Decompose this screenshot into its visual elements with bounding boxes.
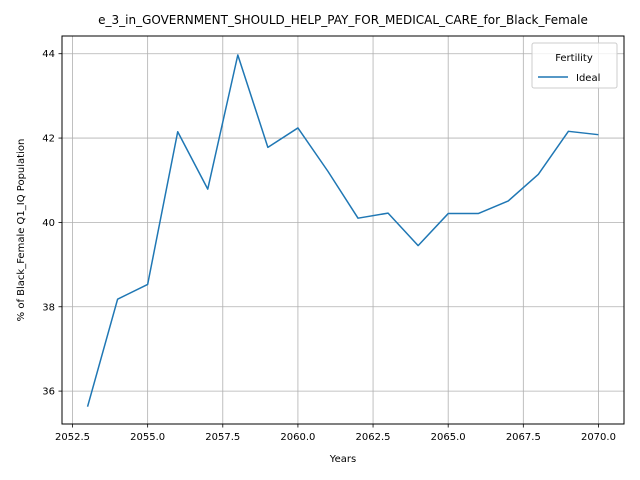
x-tick-label: 2062.5 — [356, 432, 391, 443]
y-tick-label: 38 — [42, 302, 55, 313]
x-tick-label: 2057.5 — [205, 432, 240, 443]
plot-area-frame — [61, 35, 625, 425]
legend: Fertility Ideal — [531, 42, 618, 89]
y-axis-ticks: 36 38 40 42 44 — [42, 49, 62, 398]
x-tick-label: 2055.0 — [130, 432, 165, 443]
x-tick-label: 2060.0 — [280, 432, 315, 443]
x-tick-label: 2070.0 — [581, 432, 616, 443]
legend-title: Fertility — [555, 53, 593, 64]
y-axis-label: % of Black_Female Q1_IQ Population — [16, 139, 27, 322]
y-tick-label: 44 — [42, 49, 55, 60]
x-axis-label: Years — [329, 454, 356, 465]
series-layer — [86, 54, 599, 407]
series-line-ideal — [86, 54, 599, 407]
x-tick-label: 2065.0 — [431, 432, 466, 443]
y-tick-label: 36 — [42, 387, 55, 398]
x-axis-ticks: 2052.5 2055.0 2057.5 2060.0 2062.5 2065.0 2067… — [55, 424, 616, 443]
legend-box — [531, 42, 618, 89]
x-tick-label: 2052.5 — [55, 432, 90, 443]
y-tick-label: 42 — [42, 134, 55, 145]
chart-title: e_3_in_GOVERNMENT_SHOULD_HELP_PAY_FOR_ME… — [98, 13, 588, 27]
legend-label-ideal: Ideal — [576, 73, 600, 84]
x-tick-label: 2067.5 — [506, 432, 541, 443]
grid-lines — [62, 36, 624, 424]
y-tick-label: 40 — [42, 218, 55, 229]
